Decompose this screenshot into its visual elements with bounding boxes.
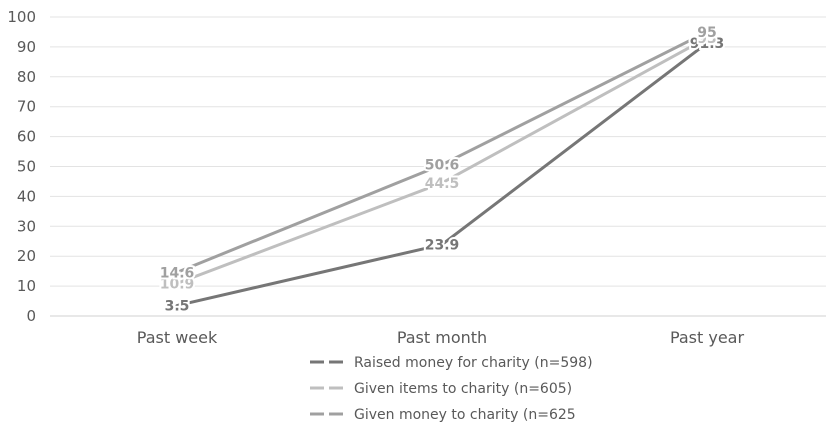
data-label: 14.6 — [160, 265, 195, 281]
data-label: 44.5 — [425, 176, 460, 192]
y-tick-label: 60 — [17, 128, 36, 146]
data-label: 10.9 — [160, 276, 195, 292]
x-tick-label: Past week — [137, 328, 218, 347]
data-label: 3.5 — [165, 299, 190, 315]
y-tick-label: 20 — [17, 247, 36, 265]
y-tick-label: 10 — [17, 277, 36, 295]
legend-label: Given money to charity (n=625 — [354, 407, 576, 423]
y-tick-label: 50 — [17, 158, 36, 176]
y-tick-label: 30 — [17, 217, 36, 235]
legend: Raised money for charity (n=598) Given it… — [310, 355, 593, 423]
data-label: 23.9 — [425, 238, 460, 254]
y-axis-ticks: 0 10 20 30 40 50 60 70 80 90 100 — [7, 8, 36, 325]
series-line-2 — [175, 36, 709, 285]
x-tick-label: Past year — [670, 328, 745, 347]
series-lines — [175, 30, 709, 308]
series-line-1 — [175, 41, 709, 308]
legend-item: Raised money for charity (n=598) — [310, 355, 593, 371]
legend-label: Raised money for charity (n=598) — [354, 355, 593, 371]
legend-label: Given items to charity (n=605) — [354, 381, 572, 397]
y-tick-label: 100 — [7, 8, 36, 26]
legend-item: Given items to charity (n=605) — [310, 381, 572, 397]
data-label: 50.6 — [425, 158, 460, 174]
x-tick-label: Past month — [397, 328, 487, 347]
data-label: 93 — [697, 31, 716, 47]
y-tick-label: 80 — [17, 68, 36, 86]
data-label: 95 — [697, 25, 716, 41]
data-label: 91.3 — [690, 36, 725, 52]
y-tick-label: 70 — [17, 98, 36, 116]
legend-item: Given money to charity (n=625 — [310, 407, 576, 423]
y-tick-label: 0 — [26, 307, 36, 325]
y-tick-label: 40 — [17, 187, 36, 205]
data-labels: 3.5 23.9 91.3 10.9 44.5 93 14.6 50.6 95 — [158, 23, 727, 317]
series-line-3 — [175, 30, 709, 274]
x-axis-categories: Past week Past month Past year — [137, 328, 745, 347]
y-tick-label: 90 — [17, 38, 36, 56]
